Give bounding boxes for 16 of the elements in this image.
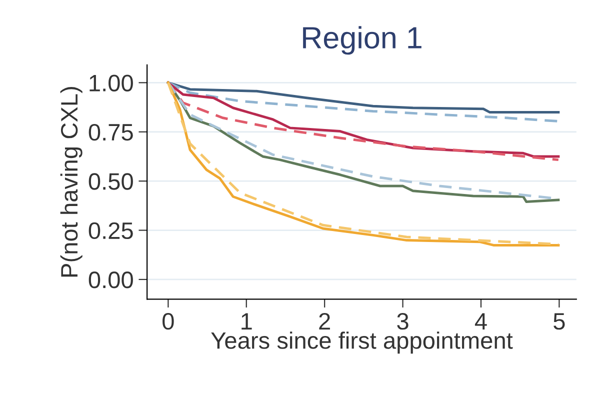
x-tick-label: 1 bbox=[242, 313, 252, 330]
x-tick-label: 3 bbox=[397, 312, 408, 330]
y-tick-label: 0.25 bbox=[88, 222, 133, 240]
line-series bbox=[166, 81, 560, 122]
y-tick-label: 0.50 bbox=[88, 173, 133, 190]
x-tick-label: 4 bbox=[474, 313, 487, 330]
y-tick-label: 1.00 bbox=[90, 74, 133, 92]
chart-title: Region 1 bbox=[303, 26, 422, 55]
y-tick-label: 0.75 bbox=[88, 124, 133, 141]
x-tick-label: 2 bbox=[319, 312, 330, 330]
y-tick-label: 0.00 bbox=[88, 272, 133, 288]
line-series bbox=[166, 81, 560, 114]
y-axis-title: P(not having CXL) bbox=[60, 87, 82, 277]
x-axis-title: Years since first appointment bbox=[211, 332, 513, 354]
x-tick-label: 0 bbox=[162, 312, 174, 330]
x-tick-label: 5 bbox=[554, 313, 565, 330]
